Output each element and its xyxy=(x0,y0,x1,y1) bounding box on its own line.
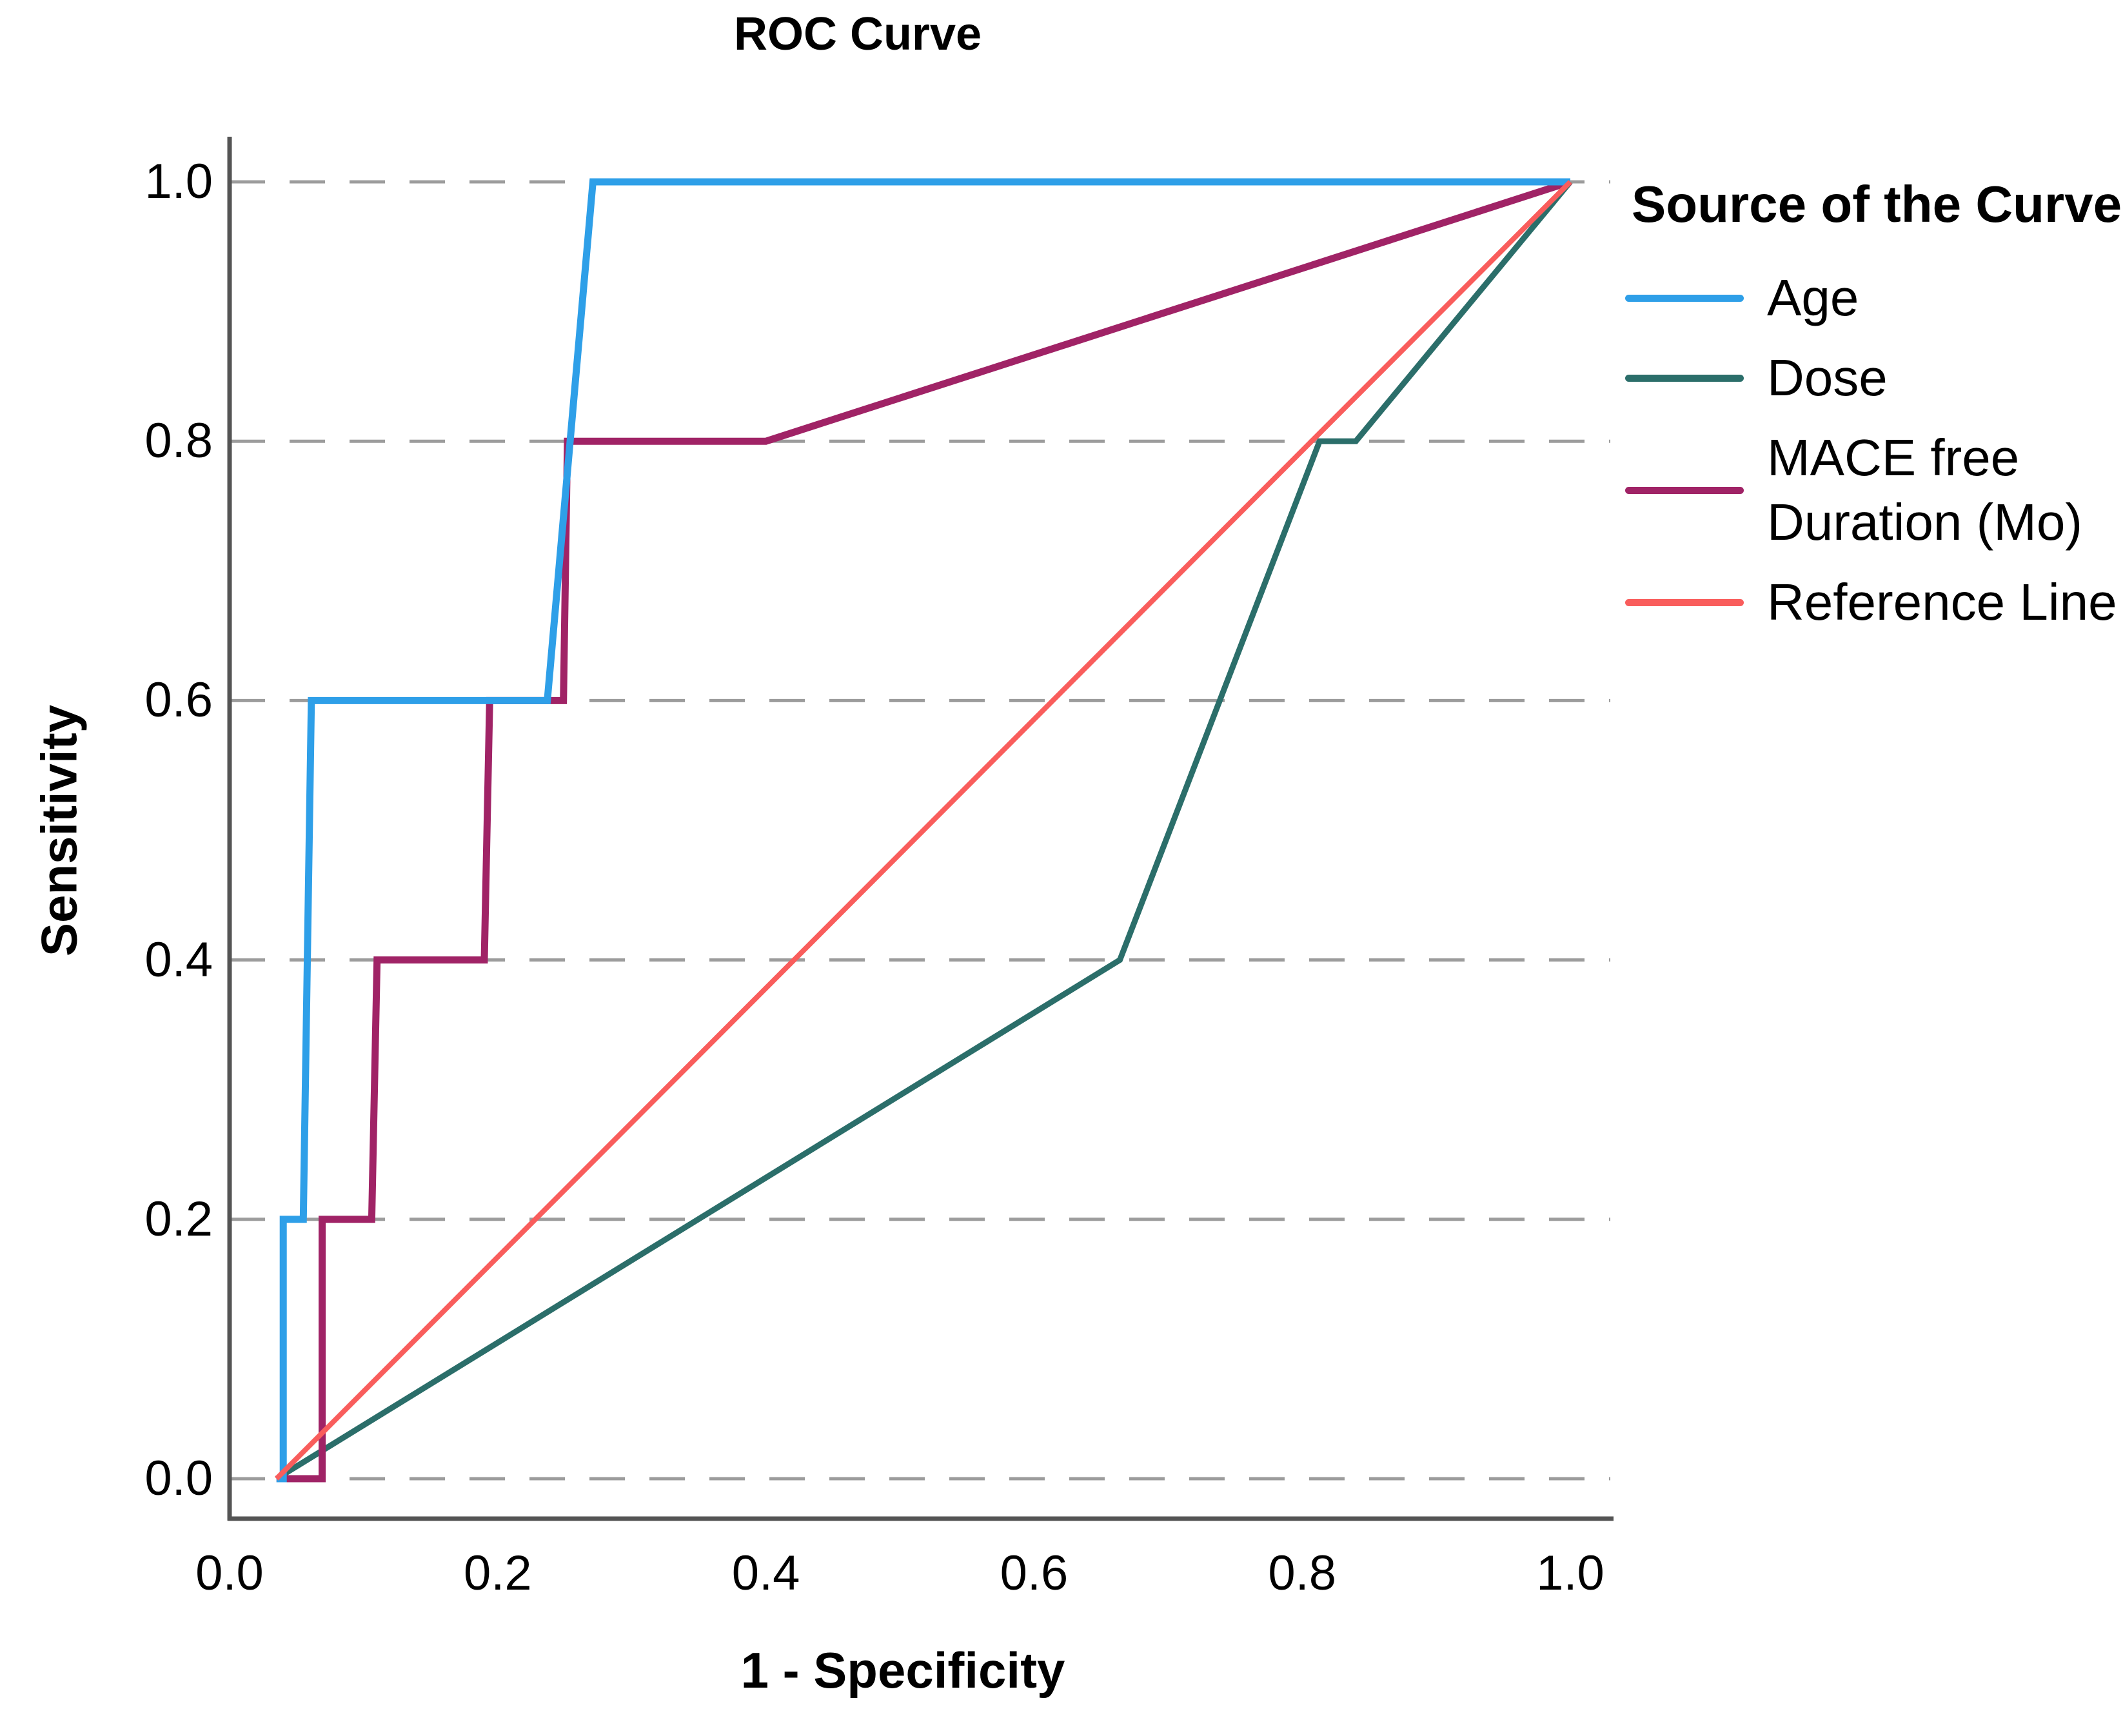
y-axis-title: Sensitivity xyxy=(30,704,88,957)
x-tick-label: 0.8 xyxy=(1268,1546,1337,1601)
legend-item-label: Dose xyxy=(1767,349,1888,406)
legend-item-label: MACE free Duration (Mo) xyxy=(1767,429,2083,551)
x-tick-label: 0.6 xyxy=(1000,1546,1069,1601)
y-tick-label: 0.6 xyxy=(144,673,213,728)
legend-item-age: Age xyxy=(1625,266,2123,330)
legend: Source of the Curve Age Dose MACE free D… xyxy=(1625,173,2123,635)
curve-reference-line xyxy=(274,180,1572,1481)
x-tick-label: 0.0 xyxy=(195,1546,264,1601)
y-tick-label: 0.4 xyxy=(144,932,213,987)
x-axis-title: 1 - Specificity xyxy=(740,1642,1065,1699)
legend-item-reference-line: Reference Line xyxy=(1625,570,2123,635)
dose-line-swatch xyxy=(1625,374,1744,382)
legend-title: Source of the Curve xyxy=(1631,175,2122,233)
legend-items: Age Dose MACE free Duration (Mo) Referen… xyxy=(1625,266,2123,635)
legend-item-mace-free-duration: MACE free Duration (Mo) xyxy=(1625,426,2123,555)
age-line-swatch xyxy=(1625,294,1744,302)
x-tick-label: 0.4 xyxy=(731,1546,800,1601)
curve-mace-free-duration-mo- xyxy=(276,178,1572,1483)
y-tick-label: 0.0 xyxy=(144,1451,213,1506)
legend-item-dose: Dose xyxy=(1625,346,2123,410)
legend-item-label: Age xyxy=(1767,269,1859,326)
y-tick-label: 0.2 xyxy=(144,1191,213,1247)
chart-title: ROC Curve xyxy=(733,8,982,60)
curve-dose xyxy=(275,180,1573,1481)
legend-item-label: Reference Line xyxy=(1767,573,2117,631)
x-tick-label: 0.2 xyxy=(463,1546,532,1601)
curve-age xyxy=(276,178,1570,1483)
x-tick-label: 1.0 xyxy=(1536,1546,1605,1601)
reference-line-swatch xyxy=(1625,598,1744,606)
y-tick-label: 1.0 xyxy=(144,154,213,209)
y-tick-label: 0.8 xyxy=(144,413,213,469)
mace-free-duration-line-swatch xyxy=(1625,486,1744,494)
